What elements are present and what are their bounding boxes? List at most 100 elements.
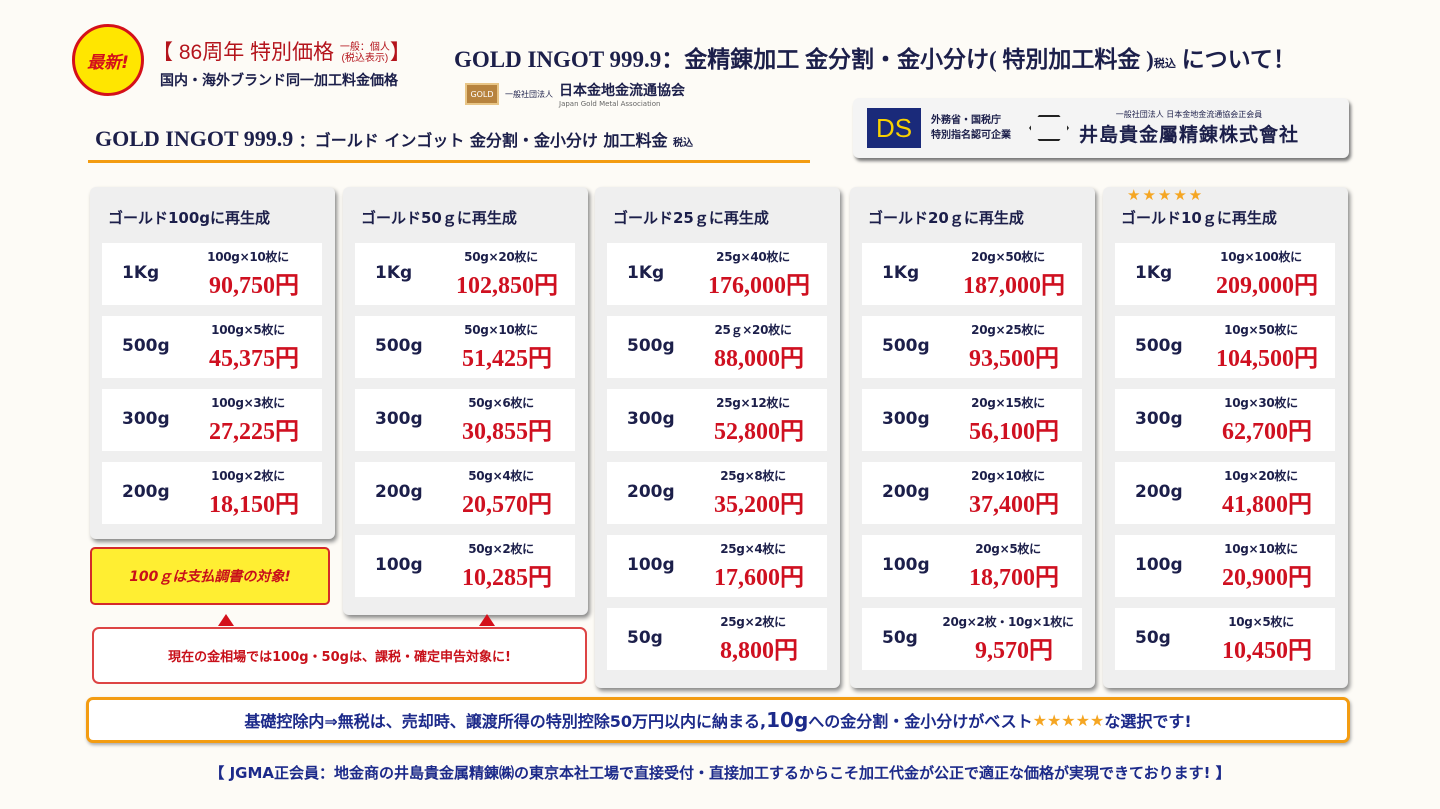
weight: 100g <box>375 555 423 575</box>
weight: 300g <box>375 409 423 429</box>
weight: 50g <box>627 628 663 648</box>
price-row: 300g 10g×30枚に 62,700円 <box>1115 389 1335 451</box>
price: 45,375円 <box>209 346 299 372</box>
price-row: 300g 20g×15枚に 56,100円 <box>862 389 1082 451</box>
subtitle: 国内・海外ブランド同一加工料金価格 <box>160 73 398 89</box>
title-tax: 税込 <box>1153 58 1176 70</box>
price-card: ゴールド100gに再生成 1Kg 100g×10枚に 90,750円 500g 100g×… <box>90 187 335 539</box>
section-title-en: GOLD INGOT 999.9 <box>95 126 294 151</box>
assoc-en: Japan Gold Metal Association <box>559 100 661 108</box>
weight: 200g <box>627 482 675 502</box>
tax-warning-note: 現在の金相場では100g・50gは、課税・確定申告対象に! <box>92 627 587 684</box>
price: 20,570円 <box>462 492 552 518</box>
price: 30,855円 <box>462 419 552 445</box>
weight: 500g <box>882 336 930 356</box>
tax-note-2: (税込表示) <box>341 53 389 65</box>
split-detail: 100g×10枚に <box>207 250 289 264</box>
weight: 200g <box>1135 482 1183 502</box>
banner-mid: への金分割・金小分けがベスト <box>808 712 1033 731</box>
price: 90,750円 <box>209 273 299 299</box>
price: 10,450円 <box>1222 638 1312 664</box>
split-detail: 10g×20枚に <box>1224 469 1298 483</box>
banner-post: な選択です! <box>1104 712 1192 731</box>
weight: 1Kg <box>375 263 413 283</box>
weight: 300g <box>627 409 675 429</box>
anniversary-label: 【 86周年 特別価格 一般：個人 (税込表示)】 <box>152 36 411 66</box>
split-detail: 25ｇ×20枚に <box>714 323 792 337</box>
price: 27,225円 <box>209 419 299 445</box>
banner-pre: 基礎控除内⇒無税は、売却時、譲渡所得の特別控除50万円以内に納まる, <box>244 712 767 731</box>
price-row: 100g 20g×5枚に 18,700円 <box>862 535 1082 597</box>
price: 8,800円 <box>720 638 798 664</box>
card-title: ゴールド20ｇに再生成 <box>868 209 1024 227</box>
section-tax: 税込 <box>672 138 693 149</box>
company-crest-icon <box>1029 115 1069 141</box>
weight: 500g <box>122 336 170 356</box>
price: 17,600円 <box>714 565 804 591</box>
title-end: について！ <box>1181 47 1296 72</box>
star-rating-icon: ★★★★★ <box>1032 710 1105 730</box>
weight: 200g <box>882 482 930 502</box>
price-row: 100g 10g×10枚に 20,900円 <box>1115 535 1335 597</box>
price-card: ゴールド20ｇに再生成 1Kg 20g×50枚に 187,000円 500g 20g×25… <box>850 187 1095 688</box>
price-row: 500g 25ｇ×20枚に 88,000円 <box>607 316 827 378</box>
payment-record-note: 100ｇは支払調書の対象! <box>90 547 330 605</box>
recommendation-banner: 基礎控除内⇒無税は、売却時、譲渡所得の特別控除50万円以内に納まる, 10g への金… <box>86 697 1350 743</box>
weight: 300g <box>882 409 930 429</box>
price-row: 500g 20g×25枚に 93,500円 <box>862 316 1082 378</box>
price: 52,800円 <box>714 419 804 445</box>
badge-text: 最新! <box>87 52 129 73</box>
split-detail: 10g×30枚に <box>1224 396 1298 410</box>
new-badge: 最新! <box>72 24 144 96</box>
price: 20,900円 <box>1222 565 1312 591</box>
price-row: 1Kg 25g×40枚に 176,000円 <box>607 243 827 305</box>
split-detail: 20g×5枚に <box>975 542 1041 556</box>
company-name: 井島貴金屬精錬株式會社 <box>1079 124 1300 146</box>
tax-note: 一般：個人 (税込表示) <box>340 42 390 64</box>
weight: 500g <box>1135 336 1183 356</box>
split-detail: 25g×4枚に <box>720 542 786 556</box>
gold-logo-icon: GOLD <box>465 83 499 105</box>
company-member: 一般社団法人 日本金地金流通協会正会員 <box>1115 110 1263 119</box>
price-row: 300g 25g×12枚に 52,800円 <box>607 389 827 451</box>
price-row: 200g 50g×4枚に 20,570円 <box>355 462 575 524</box>
banner-big: 10g <box>766 708 809 732</box>
section-title: GOLD INGOT 999.9 ：ゴールド インゴット 金分割・金小分け 加工… <box>95 126 693 152</box>
split-detail: 50g×20枚に <box>464 250 538 264</box>
weight: 200g <box>375 482 423 502</box>
price-row: 200g 100g×2枚に 18,150円 <box>102 462 322 524</box>
split-detail: 20g×50枚に <box>971 250 1045 264</box>
company-name-block: 一般社団法人 日本金地金流通協会正会員井島貴金屬精錬株式會社 <box>1079 109 1299 147</box>
association-logo: GOLD 一般社団法人 日本金地金流通協会 Japan Gold Metal As… <box>465 80 685 108</box>
price-row: 50g 20g×2枚・10g×1枚に 9,570円 <box>862 608 1082 670</box>
card-title: ゴールド50ｇに再生成 <box>361 209 517 227</box>
cert-line-2: 特別指名認可企業 <box>931 130 1011 141</box>
weight: 100g <box>627 555 675 575</box>
price-row: 500g 10g×50枚に 104,500円 <box>1115 316 1335 378</box>
page-title: GOLD INGOT 999.9：金精錬加工 金分割・金小分け( 特別加工料金 … <box>454 40 1440 74</box>
card-title: ゴールド25ｇに再生成 <box>613 209 769 227</box>
title-text: GOLD INGOT 999.9：金精錬加工 金分割・金小分け( 特別加工料金 … <box>454 47 1154 72</box>
split-detail: 50g×6枚に <box>468 396 534 410</box>
weight: 100g <box>882 555 930 575</box>
split-detail: 25g×12枚に <box>716 396 790 410</box>
pointer-triangle-icon <box>218 614 234 626</box>
price: 35,200円 <box>714 492 804 518</box>
section-title-jp: ：ゴールド インゴット 金分割・金小分け 加工料金 <box>298 131 668 150</box>
split-detail: 25g×2枚に <box>720 615 786 629</box>
price: 18,700円 <box>969 565 1059 591</box>
split-detail: 50g×10枚に <box>464 323 538 337</box>
certification: 外務省・国税庁 特別指名認可企業 <box>931 113 1011 143</box>
split-detail: 50g×2枚に <box>468 542 534 556</box>
divider <box>88 160 810 163</box>
cert-line-1: 外務省・国税庁 <box>931 115 1001 126</box>
price: 10,285円 <box>462 565 552 591</box>
split-detail: 10g×5枚に <box>1228 615 1294 629</box>
tax-note-1: 一般：個人 <box>339 42 390 54</box>
price-row: 300g 100g×3枚に 27,225円 <box>102 389 322 451</box>
assoc-name: 日本金地金流通協会 <box>559 83 685 99</box>
price-row: 200g 20g×10枚に 37,400円 <box>862 462 1082 524</box>
ds-logo-icon: DS <box>867 108 921 148</box>
price: 62,700円 <box>1222 419 1312 445</box>
split-detail: 25g×40枚に <box>716 250 790 264</box>
